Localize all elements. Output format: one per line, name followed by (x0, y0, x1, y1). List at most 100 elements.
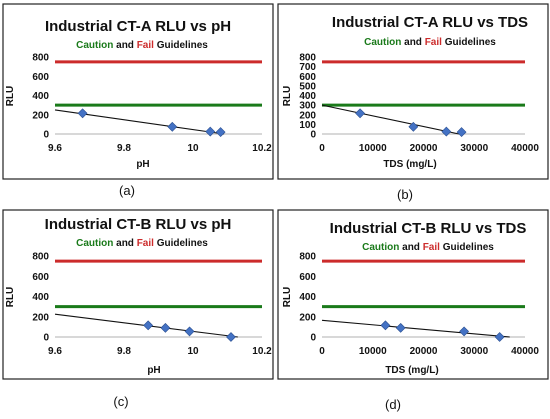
x-axis-label: pH (136, 159, 149, 170)
x-tick-label: 10000 (359, 143, 387, 154)
y-tick-label: 400 (32, 91, 49, 102)
x-tick-label: 20000 (410, 346, 438, 357)
panel-label: (a) (119, 183, 135, 198)
panel-frame (277, 3, 549, 180)
chart-subtitle: Caution and Fail Guidelines (76, 238, 208, 249)
x-tick-label: 0 (319, 143, 325, 154)
y-tick-label: 400 (32, 292, 49, 303)
chart-subtitle: Caution and Fail Guidelines (364, 37, 496, 48)
data-point (143, 320, 154, 331)
x-tick-label: 9.6 (48, 346, 62, 357)
subtitle-caution: Caution (362, 242, 399, 253)
panel-frame (277, 209, 549, 380)
x-tick-label: 40000 (511, 143, 539, 154)
x-tick-label: 20000 (410, 143, 438, 154)
y-axis-label: RLU (282, 86, 293, 107)
y-tick-label: 600 (32, 72, 49, 83)
data-point (184, 326, 195, 337)
x-axis-label: TDS (mg/L) (385, 365, 438, 376)
panel-label: (c) (113, 394, 128, 409)
y-tick-label: 0 (310, 333, 316, 344)
y-tick-label: 200 (299, 312, 316, 323)
y-tick-label: 600 (299, 72, 316, 83)
panel-frame (2, 3, 274, 180)
x-tick-label: 10.2 (252, 143, 272, 154)
y-tick-label: 0 (310, 130, 316, 141)
data-point (77, 108, 88, 119)
panel-2: Industrial CT-A RLU vs TDS Caution and Fa… (277, 3, 549, 180)
data-point (408, 121, 419, 132)
panel-3: Industrial CT-B RLU vs pH Caution and Fai… (2, 209, 274, 380)
y-tick-label: 800 (299, 53, 316, 64)
subtitle-fail: Fail (137, 238, 154, 249)
subtitle-rest: Guidelines (154, 238, 208, 249)
data-point (459, 326, 470, 337)
x-tick-label: 9.8 (117, 346, 131, 357)
x-tick-label: 9.6 (48, 143, 62, 154)
x-tick-label: 0 (319, 346, 325, 357)
data-point (441, 126, 452, 137)
y-tick-label: 300 (299, 101, 316, 112)
y-tick-label: 800 (32, 252, 49, 263)
panel-1: Industrial CT-A RLU vs pH Caution and Fai… (2, 3, 274, 180)
y-tick-label: 500 (299, 81, 316, 92)
x-tick-label: 10.2 (252, 346, 272, 357)
trendline (321, 319, 510, 338)
chart-subtitle: Caution and Fail Guidelines (76, 40, 208, 51)
data-point (205, 126, 216, 137)
x-tick-label: 10 (187, 346, 199, 357)
subtitle-fail: Fail (425, 37, 442, 48)
x-axis-label: pH (147, 365, 160, 376)
y-tick-label: 400 (299, 292, 316, 303)
x-tick-label: 10000 (359, 346, 387, 357)
subtitle-and: and (399, 242, 422, 253)
subtitle-fail: Fail (137, 40, 154, 51)
y-axis-label: RLU (5, 86, 16, 107)
chart-title: Industrial CT-B RLU vs pH (45, 216, 232, 233)
chart-title: Industrial CT-B RLU vs TDS (330, 220, 527, 237)
subtitle-and: and (113, 40, 136, 51)
subtitle-caution: Caution (76, 40, 113, 51)
subtitle-and: and (401, 37, 424, 48)
subtitle-rest: Guidelines (442, 37, 496, 48)
y-tick-label: 600 (32, 272, 49, 283)
data-point (395, 322, 406, 333)
data-point (160, 322, 171, 333)
data-point (494, 332, 505, 342)
chart-title: Industrial CT-A RLU vs TDS (332, 14, 528, 31)
y-tick-label: 200 (299, 110, 316, 121)
y-tick-label: 800 (32, 53, 49, 64)
x-axis-label: TDS (mg/L) (383, 159, 436, 170)
y-axis-label: RLU (5, 287, 16, 308)
y-axis-label: RLU (282, 287, 293, 308)
subtitle-rest: Guidelines (440, 242, 494, 253)
data-point (456, 127, 467, 137)
data-point (380, 320, 391, 331)
y-tick-label: 400 (299, 91, 316, 102)
y-tick-label: 800 (299, 252, 316, 263)
panel-frame (2, 209, 274, 380)
y-tick-label: 100 (299, 120, 316, 131)
subtitle-rest: Guidelines (154, 40, 208, 51)
panel-4: Industrial CT-B RLU vs TDS Caution and Fa… (277, 209, 549, 380)
y-tick-label: 700 (299, 62, 316, 73)
x-tick-label: 30000 (460, 346, 488, 357)
subtitle-caution: Caution (364, 37, 401, 48)
subtitle-and: and (113, 238, 136, 249)
data-point (355, 108, 365, 119)
panel-label: (b) (397, 187, 413, 202)
chart-title: Industrial CT-A RLU vs pH (45, 18, 231, 35)
x-tick-label: 40000 (511, 346, 539, 357)
chart-subtitle: Caution and Fail Guidelines (362, 242, 494, 253)
x-tick-label: 9.8 (117, 143, 131, 154)
data-point (215, 127, 226, 137)
y-tick-label: 200 (32, 312, 49, 323)
trendline (321, 104, 460, 135)
x-tick-label: 30000 (460, 143, 488, 154)
y-tick-label: 0 (43, 333, 49, 344)
y-tick-label: 0 (43, 130, 49, 141)
panel-label: (d) (385, 397, 401, 412)
y-tick-label: 200 (32, 110, 49, 121)
y-tick-label: 600 (299, 272, 316, 283)
